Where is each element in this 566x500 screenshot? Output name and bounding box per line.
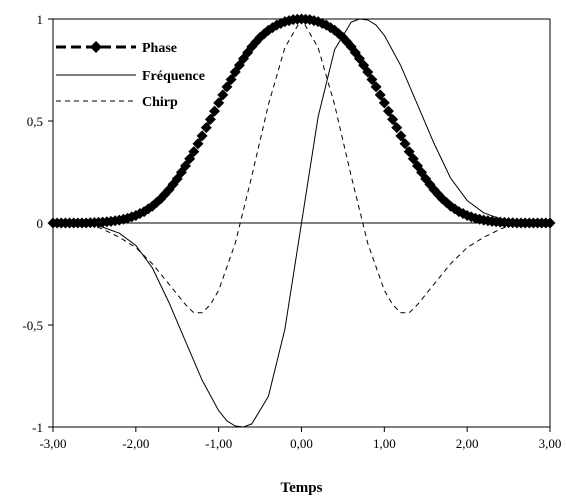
data-point-marker [213, 97, 225, 109]
tick-marks: -3,00 -2,00 -1,00 0,00 1,00 2,00 3,00 -1 -0,5 0 0,… [22, 12, 561, 451]
y-tick-label: 0,5 [27, 114, 43, 129]
x-axis-title: Temps [281, 480, 323, 496]
series-lines [47, 13, 556, 428]
data-point-marker [407, 153, 419, 165]
legend-label-frequence: Fréquence [142, 69, 205, 84]
series-markers-phase [47, 13, 556, 229]
data-point-marker [221, 81, 233, 93]
data-point-marker [362, 66, 374, 78]
data-point-marker [387, 113, 399, 125]
x-tick-label: 1,00 [373, 436, 396, 451]
data-point-marker [188, 146, 200, 158]
data-point-marker [180, 160, 192, 172]
legend-label-chirp: Chirp [142, 95, 178, 110]
x-tick-label: -1,00 [205, 436, 232, 451]
data-point-marker [217, 89, 229, 101]
data-point-marker [329, 24, 341, 36]
data-point-marker [225, 73, 237, 85]
legend-marker [90, 41, 102, 53]
y-tick-label: -1 [32, 420, 43, 435]
data-point-marker [403, 146, 415, 158]
data-point-marker [391, 122, 403, 134]
data-point-marker [204, 113, 216, 125]
series-line-phase [53, 17, 550, 225]
data-point-marker [366, 73, 378, 85]
legend-label-phase: Phase [142, 41, 177, 56]
data-point-marker [209, 105, 221, 117]
data-point-marker [370, 81, 382, 93]
y-tick-label: -0,5 [22, 318, 43, 333]
legend: Phase Fréquence Chirp [56, 41, 205, 110]
x-tick-label: 3,00 [539, 436, 562, 451]
data-point-marker [196, 130, 208, 142]
data-point-marker [395, 130, 407, 142]
data-point-marker [382, 105, 394, 117]
y-tick-label: 0 [37, 216, 44, 231]
data-point-marker [184, 153, 196, 165]
series-line-chirp [53, 18, 550, 314]
data-point-marker [399, 138, 411, 150]
data-point-marker [192, 138, 204, 150]
x-tick-label: -3,00 [39, 436, 66, 451]
x-tick-label: 0,00 [290, 436, 313, 451]
y-tick-label: 1 [37, 12, 44, 27]
x-tick-label: 2,00 [456, 436, 479, 451]
data-point-marker [378, 97, 390, 109]
x-tick-label: -2,00 [122, 436, 149, 451]
series-line-frequence [53, 18, 550, 428]
data-point-marker [374, 89, 386, 101]
data-point-marker [250, 36, 262, 48]
data-point-marker [200, 122, 212, 134]
